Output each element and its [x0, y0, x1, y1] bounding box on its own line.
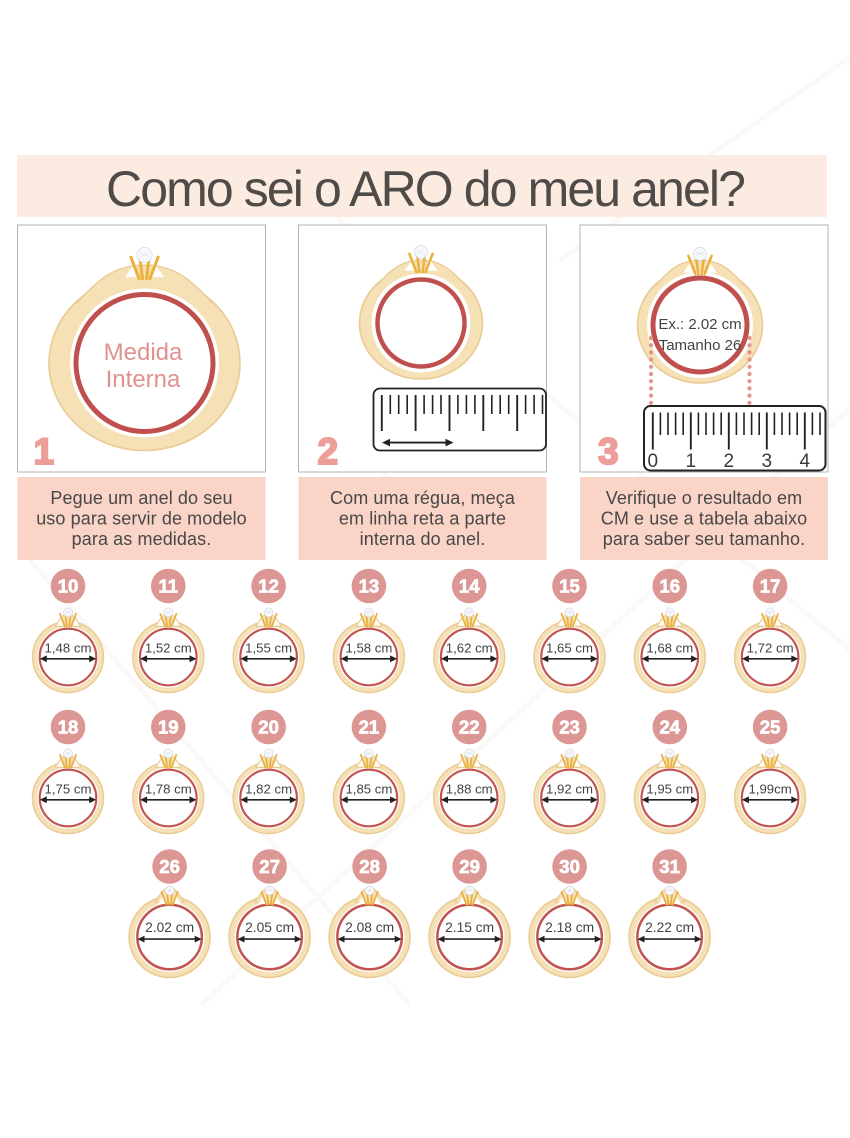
svg-text:3: 3 [762, 451, 773, 472]
svg-text:1,72 cm: 1,72 cm [747, 641, 794, 656]
svg-text:18: 18 [58, 716, 79, 737]
svg-text:12: 12 [258, 575, 279, 596]
svg-text:1,82 cm: 1,82 cm [245, 782, 292, 797]
svg-text:31: 31 [659, 856, 680, 877]
svg-text:2.15 cm: 2.15 cm [445, 920, 494, 935]
svg-text:Verifique o resultado em: Verifique o resultado em [606, 488, 803, 508]
svg-text:2.02 cm: 2.02 cm [145, 920, 194, 935]
svg-text:13: 13 [359, 575, 380, 596]
svg-text:Tamanho 26: Tamanho 26 [659, 337, 742, 354]
svg-text:23: 23 [559, 716, 580, 737]
svg-text:29: 29 [459, 856, 480, 877]
svg-text:28: 28 [359, 856, 380, 877]
svg-text:2.05 cm: 2.05 cm [245, 920, 294, 935]
svg-text:25: 25 [760, 716, 781, 737]
svg-text:24: 24 [660, 716, 681, 737]
svg-text:para as medidas.: para as medidas. [72, 529, 212, 549]
svg-text:Pegue um anel do seu: Pegue um anel do seu [50, 488, 232, 508]
svg-text:1,99cm: 1,99cm [748, 782, 791, 797]
svg-text:30: 30 [559, 856, 580, 877]
svg-text:2: 2 [318, 431, 339, 472]
svg-text:1,55 cm: 1,55 cm [245, 641, 292, 656]
svg-text:para saber seu tamanho.: para saber seu tamanho. [603, 529, 805, 549]
svg-text:1,75 cm: 1,75 cm [45, 782, 92, 797]
svg-text:4: 4 [800, 451, 811, 472]
svg-text:1,92 cm: 1,92 cm [546, 782, 593, 797]
svg-text:Interna: Interna [106, 366, 181, 393]
svg-text:2.08 cm: 2.08 cm [345, 920, 394, 935]
svg-text:15: 15 [559, 575, 580, 596]
svg-text:1,78 cm: 1,78 cm [145, 782, 192, 797]
svg-text:14: 14 [459, 575, 480, 596]
svg-text:1: 1 [34, 431, 55, 472]
svg-text:em linha reta a parte: em linha reta a parte [339, 509, 506, 529]
svg-text:1,95 cm: 1,95 cm [646, 782, 693, 797]
svg-text:21: 21 [359, 716, 380, 737]
svg-text:27: 27 [259, 856, 280, 877]
svg-text:1,58 cm: 1,58 cm [345, 641, 392, 656]
svg-text:interna do anel.: interna do anel. [360, 529, 486, 549]
svg-text:10: 10 [58, 575, 79, 596]
svg-text:Ex.: 2.02 cm: Ex.: 2.02 cm [658, 316, 741, 333]
svg-text:1,88 cm: 1,88 cm [446, 782, 493, 797]
svg-text:1,85 cm: 1,85 cm [345, 782, 392, 797]
svg-text:0: 0 [648, 451, 659, 472]
svg-text:2: 2 [724, 451, 735, 472]
svg-text:20: 20 [258, 716, 279, 737]
svg-text:17: 17 [760, 575, 781, 596]
svg-text:Medida: Medida [104, 339, 183, 366]
svg-text:CM e use a tabela abaixo: CM e use a tabela abaixo [601, 509, 808, 529]
svg-text:26: 26 [159, 856, 180, 877]
svg-text:uso para servir de modelo: uso para servir de modelo [36, 509, 247, 529]
svg-text:11: 11 [159, 575, 179, 596]
svg-text:16: 16 [660, 575, 681, 596]
svg-text:1: 1 [686, 451, 697, 472]
svg-text:2.18 cm: 2.18 cm [545, 920, 594, 935]
svg-text:1,65 cm: 1,65 cm [546, 641, 593, 656]
svg-text:1,62 cm: 1,62 cm [446, 641, 493, 656]
svg-text:1,48 cm: 1,48 cm [45, 641, 92, 656]
svg-text:Como sei o ARO do meu anel?: Como sei o ARO do meu anel? [106, 161, 744, 217]
svg-text:22: 22 [459, 716, 480, 737]
svg-text:2.22 cm: 2.22 cm [645, 920, 694, 935]
svg-text:1,68 cm: 1,68 cm [646, 641, 693, 656]
svg-text:19: 19 [158, 716, 179, 737]
svg-text:3: 3 [598, 431, 619, 472]
svg-text:1,52 cm: 1,52 cm [145, 641, 192, 656]
svg-text:Com uma régua, meça: Com uma régua, meça [330, 488, 516, 508]
